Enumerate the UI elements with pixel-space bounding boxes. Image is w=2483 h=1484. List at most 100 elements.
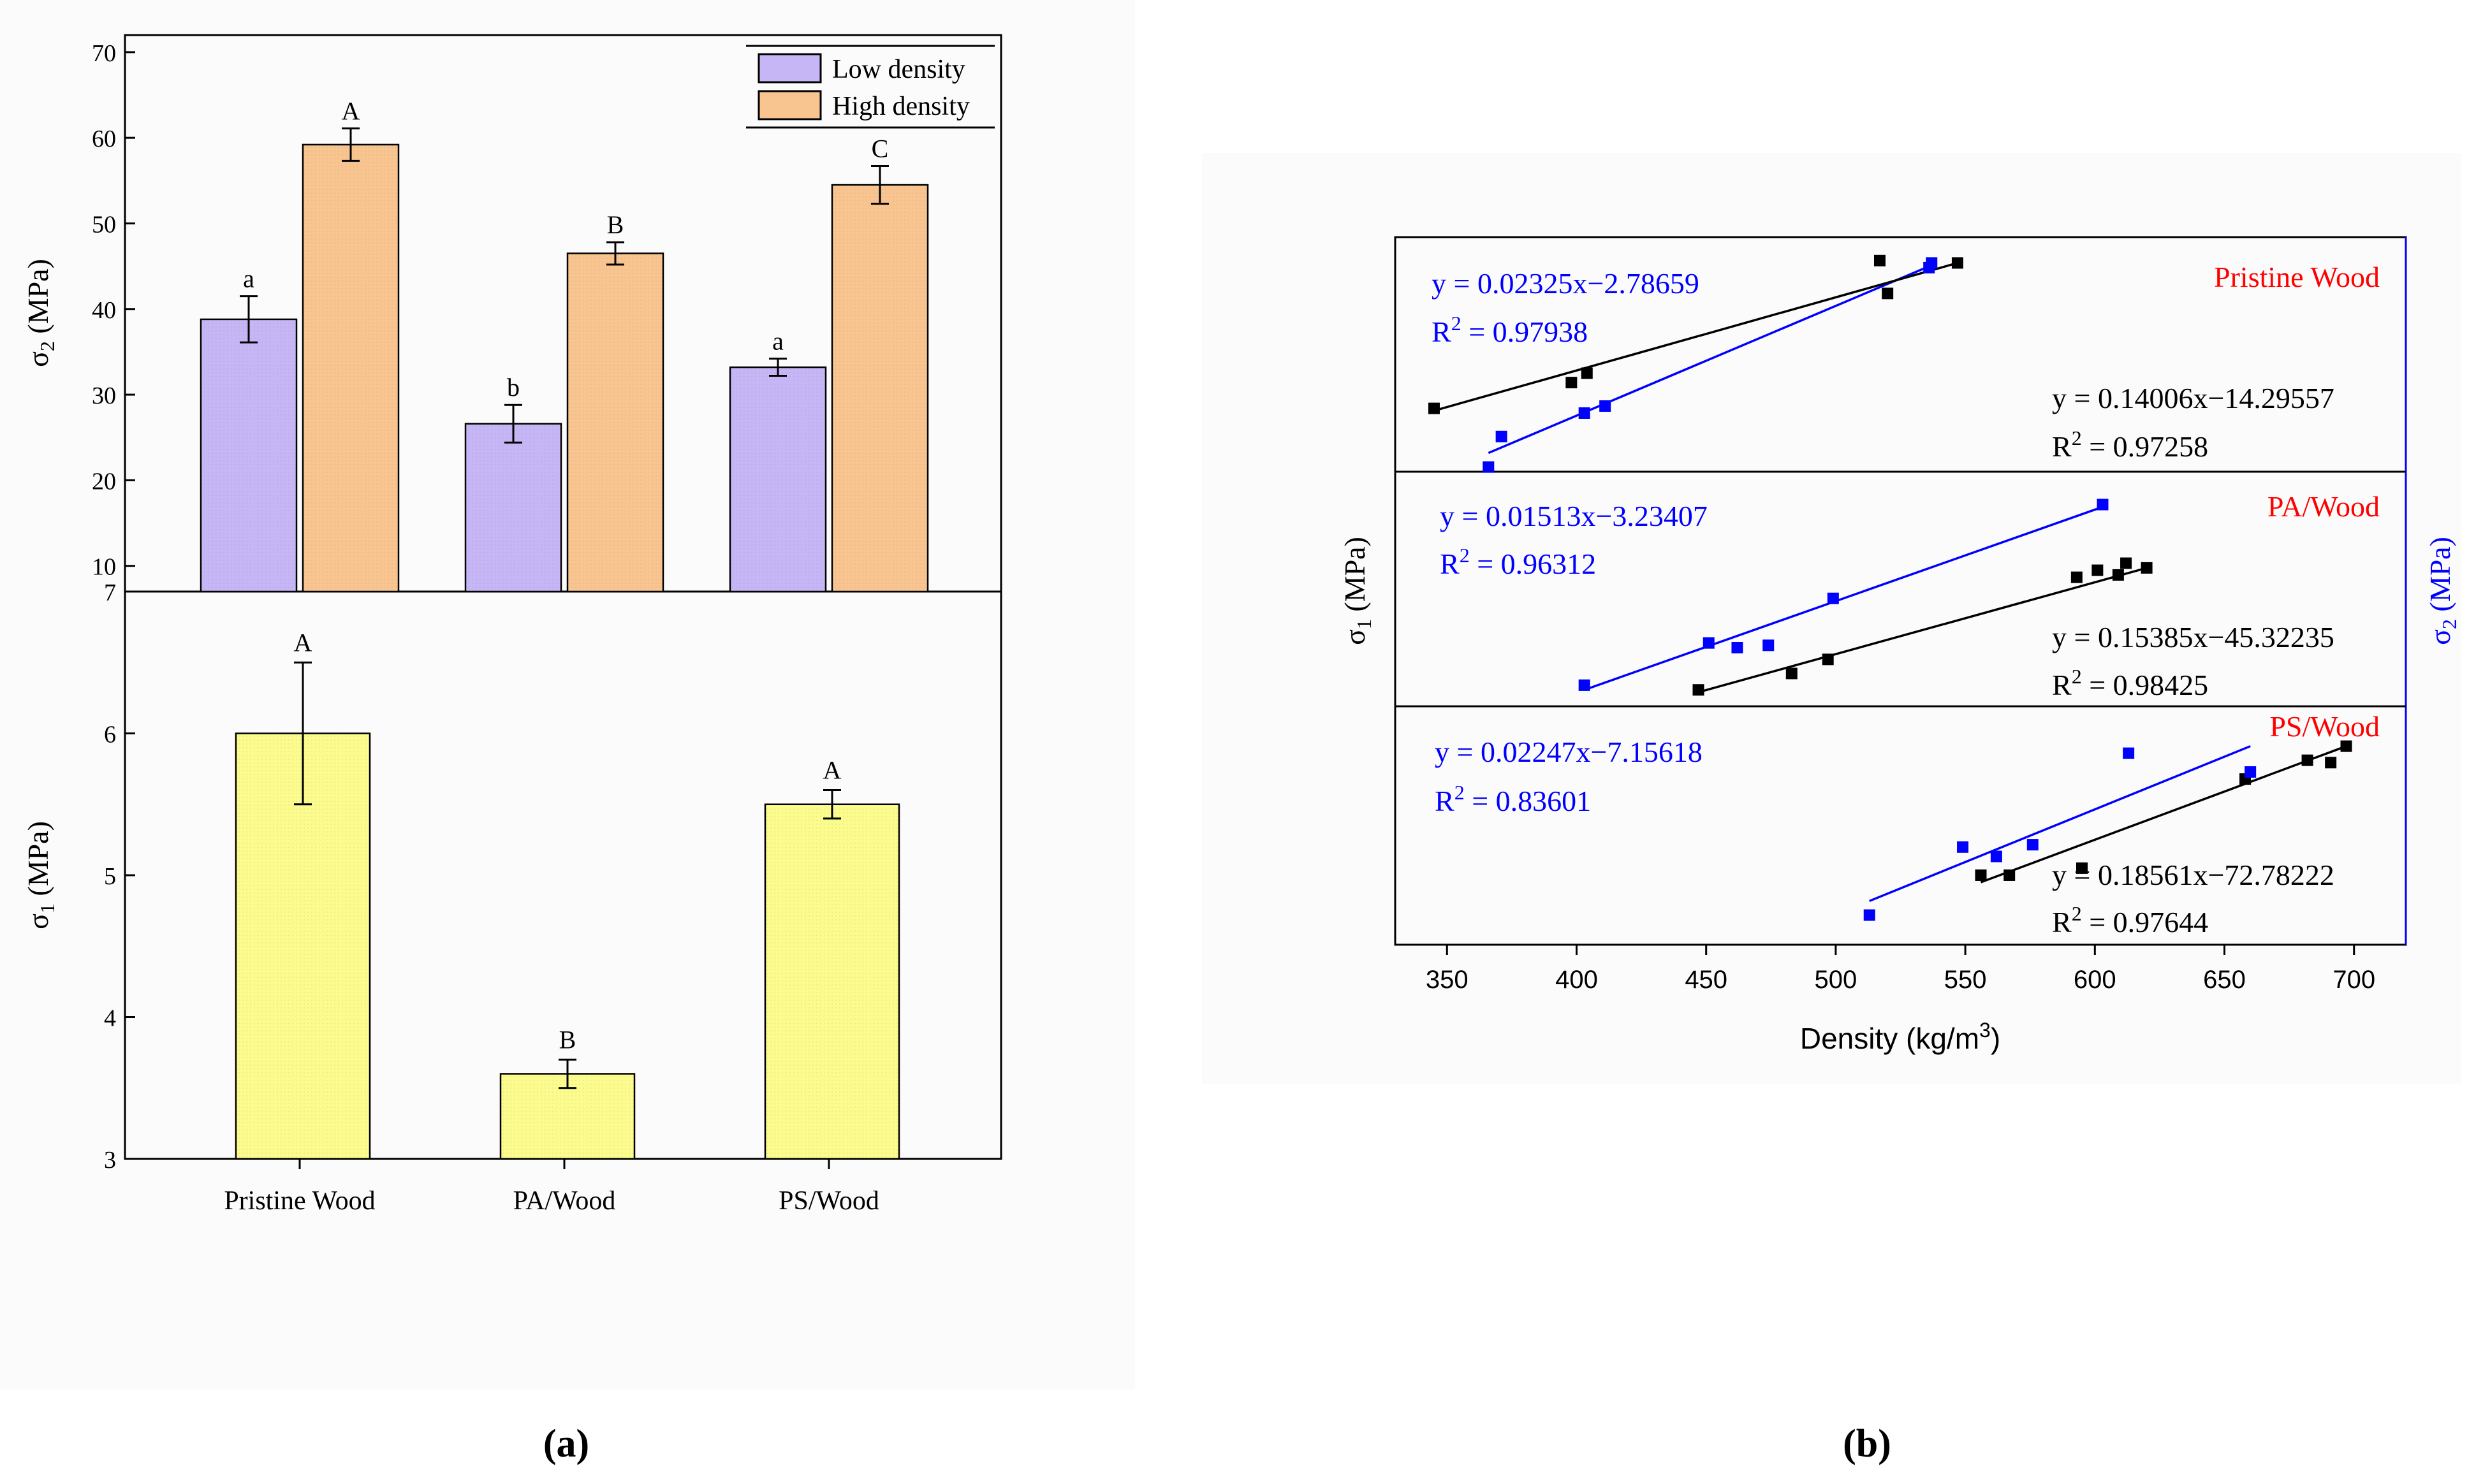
b-black-point: [1975, 869, 1987, 881]
b-black-point: [1785, 667, 1798, 680]
b-black-point: [1428, 402, 1440, 414]
b-ylabel-left: σ1 (MPa): [1338, 537, 1375, 645]
a-top-bars: a b a A B C: [200, 96, 929, 593]
b-blue-r2-value: = 0.97938: [1461, 316, 1588, 348]
a-bottom-significance-letter: A: [823, 756, 842, 785]
a-category-label: PS/Wood: [779, 1186, 879, 1216]
b-xtick-label: 700: [2333, 966, 2375, 994]
b-black-point: [1581, 367, 1593, 379]
b-blue-fit-line: [1488, 264, 1932, 455]
b-blue-point: [2097, 498, 2109, 511]
a-bottom-ylabel: σ1 (MPa): [22, 821, 59, 929]
b-ylabel-left-main: σ: [1338, 629, 1371, 645]
b-blue-r2: R2 = 0.83601: [1435, 781, 1591, 817]
b-black-equation: y = 0.18561x−72.78222: [2052, 859, 2334, 891]
b-black-point: [2325, 757, 2337, 769]
b-black-r2-r: R: [2052, 430, 2072, 463]
b-ylabel-left-sub: 1: [1352, 619, 1375, 629]
b-black-r2-value: = 0.97258: [2082, 430, 2208, 463]
panel-a: 10 20 30 40 50 60 70 a b a A B C 3 4 5 6 7 A B A Pristine…: [0, 0, 1135, 1390]
b-black-point: [1873, 254, 1886, 266]
b-xtick-label: 500: [1815, 966, 1857, 994]
b-panel-title: PA/Wood: [2267, 490, 2380, 523]
b-blue-r2-value: = 0.83601: [1465, 785, 1591, 817]
b-xtick-label: 550: [1944, 966, 1987, 994]
b-black-r2: R2 = 0.97258: [2052, 426, 2208, 463]
a-bottom-significance-letter: B: [559, 1025, 576, 1054]
b-blue-point: [1578, 679, 1590, 691]
b-blue-point: [1990, 850, 2002, 862]
figure-label-a: (a): [543, 1422, 589, 1466]
legend-swatch-low-density: [758, 53, 822, 84]
legend-label-high-density: High density: [832, 92, 970, 121]
b-blue-r2: R2 = 0.97938: [1432, 312, 1588, 348]
b-black-point: [2070, 571, 2083, 583]
a-bottom-ylabel-sub: 1: [36, 903, 59, 913]
b-black-r2: R2 = 0.98425: [2052, 665, 2208, 701]
a-bottom-ytick-label: 4: [104, 1005, 116, 1032]
a-top-bar-texture: [730, 367, 826, 592]
a-top-ytick-label: 50: [92, 211, 116, 238]
a-top-significance-letter: b: [507, 373, 520, 402]
a-top-ytick-label: 30: [92, 382, 116, 409]
b-black-point: [2112, 569, 2124, 581]
a-bottom-ytick-label: 3: [104, 1147, 116, 1174]
b-xtick-label: 650: [2203, 966, 2246, 994]
b-xlabel-main: Density (kg/m: [1800, 1022, 1979, 1055]
b-black-fit-line: [1980, 745, 2347, 884]
a-bottom-ylabel-main: σ: [22, 913, 54, 929]
b-blue-point: [1762, 639, 1775, 651]
b-blue-equation: y = 0.02325x−2.78659: [1432, 267, 1699, 300]
b-blue-point: [1827, 592, 1839, 604]
a-category-label: PA/Wood: [513, 1186, 616, 1216]
b-black-point: [2301, 754, 2313, 766]
a-bottom-axis: 3 4 5 6 7: [104, 579, 135, 1174]
b-xtick-label: 350: [1426, 966, 1469, 994]
a-bottom-bar-texture: [765, 804, 899, 1159]
b-black-point: [1822, 653, 1834, 666]
b-xlabel-sup: 3: [1979, 1019, 1991, 1042]
b-black-point: [1882, 287, 1894, 300]
a-top-ytick-label: 40: [92, 297, 116, 324]
b-xlabel-close: ): [1991, 1022, 2000, 1055]
figure-label-b: (b): [1843, 1422, 1891, 1466]
b-black-equation: y = 0.15385x−45.32235: [2052, 621, 2334, 653]
b-blue-equation: y = 0.02247x−7.15618: [1435, 736, 1703, 768]
b-xlabel: Density (kg/m3): [1800, 1019, 2000, 1055]
b-xtick-label: 450: [1685, 966, 1727, 994]
b-blue-point: [2026, 839, 2039, 851]
a-top-bar-texture: [568, 253, 663, 592]
b-blue-r2-r: R: [1440, 548, 1460, 580]
legend-label-low-density: Low density: [832, 55, 965, 84]
b-blue-r2-sup: 2: [1460, 544, 1470, 567]
b-blue-point: [1731, 642, 1743, 653]
a-top-significance-letter: a: [772, 327, 784, 356]
b-black-r2-sup: 2: [2072, 902, 2082, 925]
b-black-point: [1565, 377, 1578, 389]
b-blue-r2-value: = 0.96312: [1470, 548, 1596, 580]
a-bottom-significance-letter: A: [294, 628, 312, 657]
b-ylabel-right: σ2 (MPa): [2424, 537, 2461, 645]
b-blue-point: [1703, 637, 1715, 649]
b-blue-point: [2123, 747, 2135, 759]
b-blue-point: [1483, 461, 1495, 473]
b-ylabel-left-unit: (MPa): [1338, 537, 1371, 612]
a-category-label: Pristine Wood: [224, 1186, 375, 1216]
b-black-point: [1692, 684, 1704, 696]
b-blue-r2-r: R: [1435, 785, 1454, 817]
a-top-ytick-label: 10: [92, 554, 116, 581]
a-top-significance-letter: C: [872, 134, 889, 163]
a-bottom-ytick-label: 6: [104, 722, 116, 748]
a-top-ylabel: σ2 (MPa): [22, 259, 59, 367]
b-panel-title: Pristine Wood: [2214, 261, 2380, 293]
b-black-point: [2076, 862, 2088, 874]
b-black-r2: R2 = 0.97644: [2052, 902, 2208, 938]
b-panel-title: PS/Wood: [2269, 710, 2380, 743]
a-top-ytick-label: 70: [92, 40, 116, 67]
a-top-significance-letter: A: [342, 96, 360, 125]
b-blue-point: [1957, 841, 1969, 853]
b-blue-r2-sup: 2: [1451, 312, 1461, 335]
